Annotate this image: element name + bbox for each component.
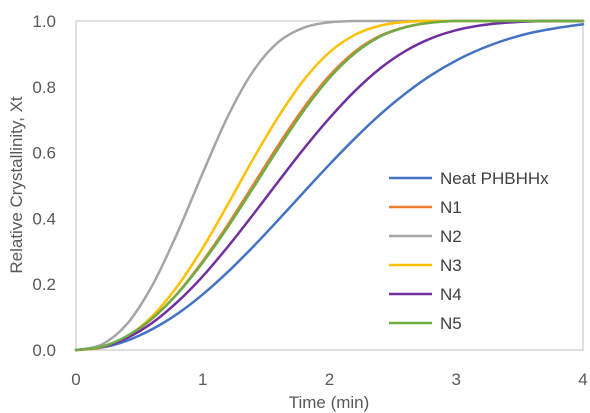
series-lines xyxy=(74,19,585,352)
y-tick-label: 0.8 xyxy=(32,78,56,97)
y-tick-label: 0.2 xyxy=(32,275,56,294)
y-tick-label: 0.4 xyxy=(32,209,56,228)
series-line-n5 xyxy=(74,19,585,352)
legend-label-n4: N4 xyxy=(440,285,462,304)
y-tick-label: 0.0 xyxy=(32,341,56,360)
x-tick-label: 4 xyxy=(578,370,587,389)
legend-label-n5: N5 xyxy=(440,314,462,333)
legend-label-n2: N2 xyxy=(440,227,462,246)
series-line-neat-phbhhx xyxy=(74,23,585,352)
x-tick-label: 1 xyxy=(198,370,207,389)
x-tick-label: 0 xyxy=(71,370,80,389)
x-tick-label: 3 xyxy=(452,370,461,389)
legend-label-neat-phbhhx: Neat PHBHHx xyxy=(440,169,549,188)
y-axis-title: Relative Crystallinity, Xt xyxy=(7,96,26,274)
y-tick-label: 0.6 xyxy=(32,144,56,163)
x-axis-title: Time (min) xyxy=(289,393,370,412)
legend-label-n1: N1 xyxy=(440,198,462,217)
x-tick-labels: 0 1 2 3 4 xyxy=(71,370,587,389)
plot-area xyxy=(75,20,584,351)
series-line-n4 xyxy=(74,19,585,352)
y-tick-label: 1.0 xyxy=(32,12,56,31)
x-tick-label: 2 xyxy=(325,370,334,389)
y-tick-labels: 0.0 0.2 0.4 0.6 0.8 1.0 xyxy=(32,12,56,360)
legend: Neat PHBHHx N1 N2 N3 N4 N5 xyxy=(389,169,549,333)
legend-label-n3: N3 xyxy=(440,256,462,275)
